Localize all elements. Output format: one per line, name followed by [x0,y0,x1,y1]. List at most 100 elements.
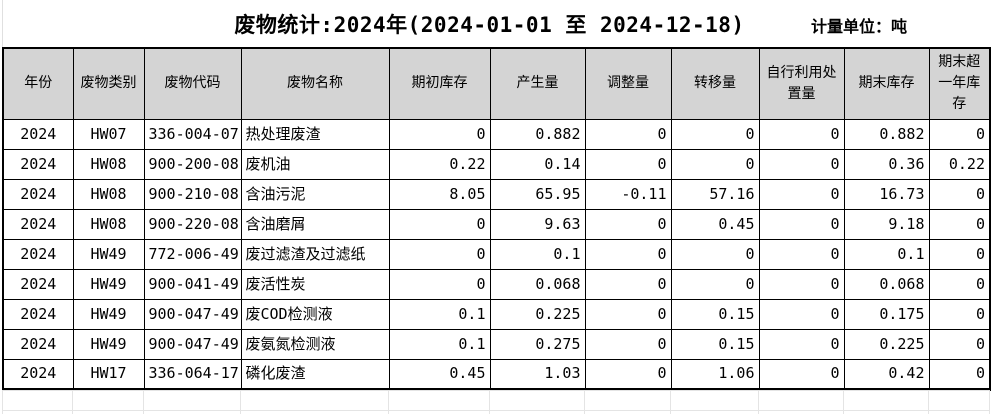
cell-waste-category: HW49 [72,298,145,330]
cell-opening-stock: 0 [388,268,491,300]
empty-cell [489,390,585,411]
empty-cell [72,410,144,414]
cell-waste-code: 772-006-49 [143,238,242,270]
col-header-self-disposal-amount: 自行利用处置量 [758,47,845,120]
cell-generated-amount: 0.1 [489,238,586,270]
table-row: 2024 HW49 900-047-49 废氨氮检测液 0.1 0.275 0 … [2,328,991,360]
col-header-transferred-amount: 转移量 [670,47,760,120]
empty-cell [758,410,844,414]
col-header-closing-stock: 期末库存 [843,47,930,120]
cell-adjustment-amount: 0 [584,208,672,240]
cell-waste-code: 900-047-49 [143,298,242,330]
cell-year: 2024 [2,118,74,150]
table-row: 2024 HW49 900-041-49 废活性炭 0 0.068 0 0 0 … [2,268,991,300]
cell-adjustment-amount: 0 [584,118,672,150]
waste-stats-table: 年份 废物类别 废物代码 废物名称 期初库存 产生量 调整量 转移量 自行利用处… [2,47,991,391]
cell-over-one-year-stock: 0 [928,268,991,300]
empty-cell [584,390,671,411]
empty-cell [72,390,144,411]
cell-waste-name: 含油污泥 [240,178,390,210]
cell-over-one-year-stock: 0 [928,238,991,270]
cell-transferred-amount: 0.15 [670,298,760,330]
cell-opening-stock: 0.45 [388,358,491,390]
cell-adjustment-amount: 0 [584,358,672,390]
cell-waste-category: HW08 [72,178,145,210]
cell-transferred-amount: 0 [670,238,760,270]
cell-waste-category: HW07 [72,118,145,150]
table-row: 2024 HW08 900-210-08 含油污泥 8.05 65.95 -0.… [2,178,991,210]
cell-over-one-year-stock: 0 [928,178,991,210]
title-bar: 废物统计:2024年(2024-01-01 至 2024-12-18) 计量单位… [0,0,993,47]
cell-opening-stock: 0 [388,118,491,150]
cell-transferred-amount: 0 [670,118,760,150]
cell-waste-category: HW08 [72,208,145,240]
col-header-over-one-year-stock: 期末超一年库存 [928,47,991,120]
cell-over-one-year-stock: 0 [928,298,991,330]
empty-cell [584,410,671,414]
col-header-year: 年份 [2,47,74,120]
col-header-waste-code: 废物代码 [143,47,242,120]
cell-over-one-year-stock: 0 [928,208,991,240]
cell-self-disposal-amount: 0 [758,298,845,330]
cell-over-one-year-stock: 0 [928,328,991,360]
cell-closing-stock: 0.882 [843,118,930,150]
cell-self-disposal-amount: 0 [758,268,845,300]
cell-self-disposal-amount: 0 [758,208,845,240]
cell-opening-stock: 0.22 [388,148,491,180]
cell-adjustment-amount: -0.11 [584,178,672,210]
cell-waste-name: 含油磨屑 [240,208,390,240]
cell-closing-stock: 0.068 [843,268,930,300]
cell-waste-code: 900-220-08 [143,208,242,240]
cell-self-disposal-amount: 0 [758,178,845,210]
cell-waste-category: HW49 [72,268,145,300]
empty-cell [670,390,759,411]
cell-closing-stock: 0.42 [843,358,930,390]
table-row: 2024 HW17 336-064-17 磷化废渣 0.45 1.03 0 1.… [2,358,991,390]
col-header-adjustment-amount: 调整量 [584,47,672,120]
empty-cell [843,410,929,414]
table-row: 2024 HW08 900-200-08 废机油 0.22 0.14 0 0 0… [2,148,991,180]
table-row: 2024 HW08 900-220-08 含油磨屑 0 9.63 0 0.45 … [2,208,991,240]
cell-year: 2024 [2,148,74,180]
cell-over-one-year-stock: 0 [928,118,991,150]
cell-waste-name: 废机油 [240,148,390,180]
cell-opening-stock: 8.05 [388,178,491,210]
cell-generated-amount: 0.14 [489,148,586,180]
col-header-waste-category: 废物类别 [72,47,145,120]
cell-opening-stock: 0 [388,238,491,270]
empty-cell [143,410,241,414]
empty-spreadsheet-grid [2,390,990,414]
empty-cell [240,390,389,411]
cell-year: 2024 [2,298,74,330]
cell-waste-name: 废COD检测液 [240,298,390,330]
empty-cell [670,410,759,414]
cell-year: 2024 [2,268,74,300]
table-row: 2024 HW07 336-004-07 热处理废渣 0 0.882 0 0 0… [2,118,991,150]
cell-opening-stock: 0.1 [388,298,491,330]
cell-adjustment-amount: 0 [584,238,672,270]
empty-cell [388,410,490,414]
cell-adjustment-amount: 0 [584,268,672,300]
empty-grid-row [2,390,990,411]
cell-transferred-amount: 0.45 [670,208,760,240]
empty-cell [928,390,990,411]
cell-generated-amount: 0.068 [489,268,586,300]
cell-transferred-amount: 0.15 [670,328,760,360]
cell-generated-amount: 9.63 [489,208,586,240]
cell-over-one-year-stock: 0 [928,358,991,390]
cell-generated-amount: 0.275 [489,328,586,360]
cell-year: 2024 [2,238,74,270]
cell-generated-amount: 0.882 [489,118,586,150]
cell-closing-stock: 9.18 [843,208,930,240]
cell-year: 2024 [2,208,74,240]
empty-cell [928,410,990,414]
table-row: 2024 HW49 772-006-49 废过滤渣及过滤纸 0 0.1 0 0 … [2,238,991,270]
cell-opening-stock: 0.1 [388,328,491,360]
col-header-generated-amount: 产生量 [489,47,586,120]
cell-over-one-year-stock: 0.22 [928,148,991,180]
cell-generated-amount: 65.95 [489,178,586,210]
empty-cell [240,410,389,414]
cell-self-disposal-amount: 0 [758,148,845,180]
table-row: 2024 HW49 900-047-49 废COD检测液 0.1 0.225 0… [2,298,991,330]
cell-generated-amount: 1.03 [489,358,586,390]
